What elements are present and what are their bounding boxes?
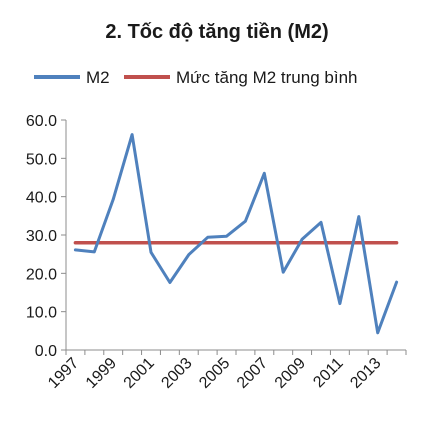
- y-tick-label: 60.0: [26, 113, 57, 130]
- data-point-average: [169, 242, 171, 244]
- data-point-average: [93, 242, 95, 244]
- x-tick-label: 1999: [83, 355, 120, 392]
- x-tick-label: 2011: [310, 355, 346, 391]
- data-point-m2: [188, 254, 190, 256]
- data-point-m2: [226, 235, 228, 237]
- x-tick-label: 2005: [196, 355, 233, 392]
- y-tick-label: 0.0: [35, 343, 57, 360]
- y-tick-label: 50.0: [26, 151, 57, 168]
- legend-label-average: Mức tăng M2 trung bình: [176, 68, 357, 87]
- x-axis-ticks: 1997 1999 2001 2003 2005 2007 2009 2011 2013: [45, 350, 407, 392]
- y-tick-label: 20.0: [26, 266, 57, 283]
- data-point-m2: [320, 221, 322, 223]
- x-tick-label: 1997: [45, 355, 82, 392]
- data-point-m2: [244, 220, 246, 222]
- data-point-m2: [169, 282, 171, 283]
- data-point-average: [74, 242, 76, 244]
- x-tick-label: 2007: [234, 355, 271, 392]
- data-point-average: [320, 242, 322, 244]
- data-point-m2: [377, 332, 379, 334]
- legend: M2 Mức tăng M2 trung bình: [34, 68, 357, 87]
- data-point-average: [207, 242, 209, 244]
- chart-title: 2. Tốc độ tăng tiền (M2): [105, 21, 328, 43]
- data-point-m2: [207, 236, 209, 238]
- series-layer: [73, 133, 399, 335]
- data-point-m2: [358, 216, 360, 218]
- y-tick-label: 10.0: [26, 305, 57, 322]
- data-point-m2: [282, 271, 284, 273]
- y-tick-label: 30.0: [26, 228, 57, 245]
- data-point-average: [282, 242, 284, 244]
- data-point-average: [188, 242, 190, 244]
- data-point-m2: [112, 198, 114, 200]
- data-point-average: [131, 242, 133, 244]
- x-tick-label: 2001: [121, 355, 158, 392]
- data-point-m2: [74, 249, 76, 251]
- data-point-average: [396, 242, 398, 244]
- x-tick-label: 2013: [347, 355, 384, 392]
- data-point-m2: [301, 238, 303, 240]
- data-point-average: [358, 242, 360, 244]
- data-point-m2: [150, 251, 152, 253]
- data-point-average: [112, 242, 114, 244]
- data-point-m2: [263, 172, 265, 174]
- y-axis-ticks: 0.0 10.0 20.0 30.0 40.0 50.0 60.0: [26, 113, 66, 360]
- data-point-average: [226, 242, 228, 244]
- data-point-average: [377, 242, 379, 244]
- y-tick-label: 40.0: [26, 190, 57, 207]
- data-point-average: [339, 242, 341, 244]
- data-point-m2: [93, 251, 95, 253]
- data-point-average: [244, 242, 246, 244]
- x-tick-label: 2009: [272, 355, 309, 392]
- data-point-m2: [339, 303, 341, 305]
- data-point-m2: [396, 281, 398, 283]
- data-point-average: [263, 242, 265, 244]
- data-point-m2: [131, 134, 133, 136]
- x-tick-label: 2003: [158, 355, 195, 392]
- series-line-m2: [73, 133, 399, 335]
- legend-label-m2: M2: [86, 68, 110, 87]
